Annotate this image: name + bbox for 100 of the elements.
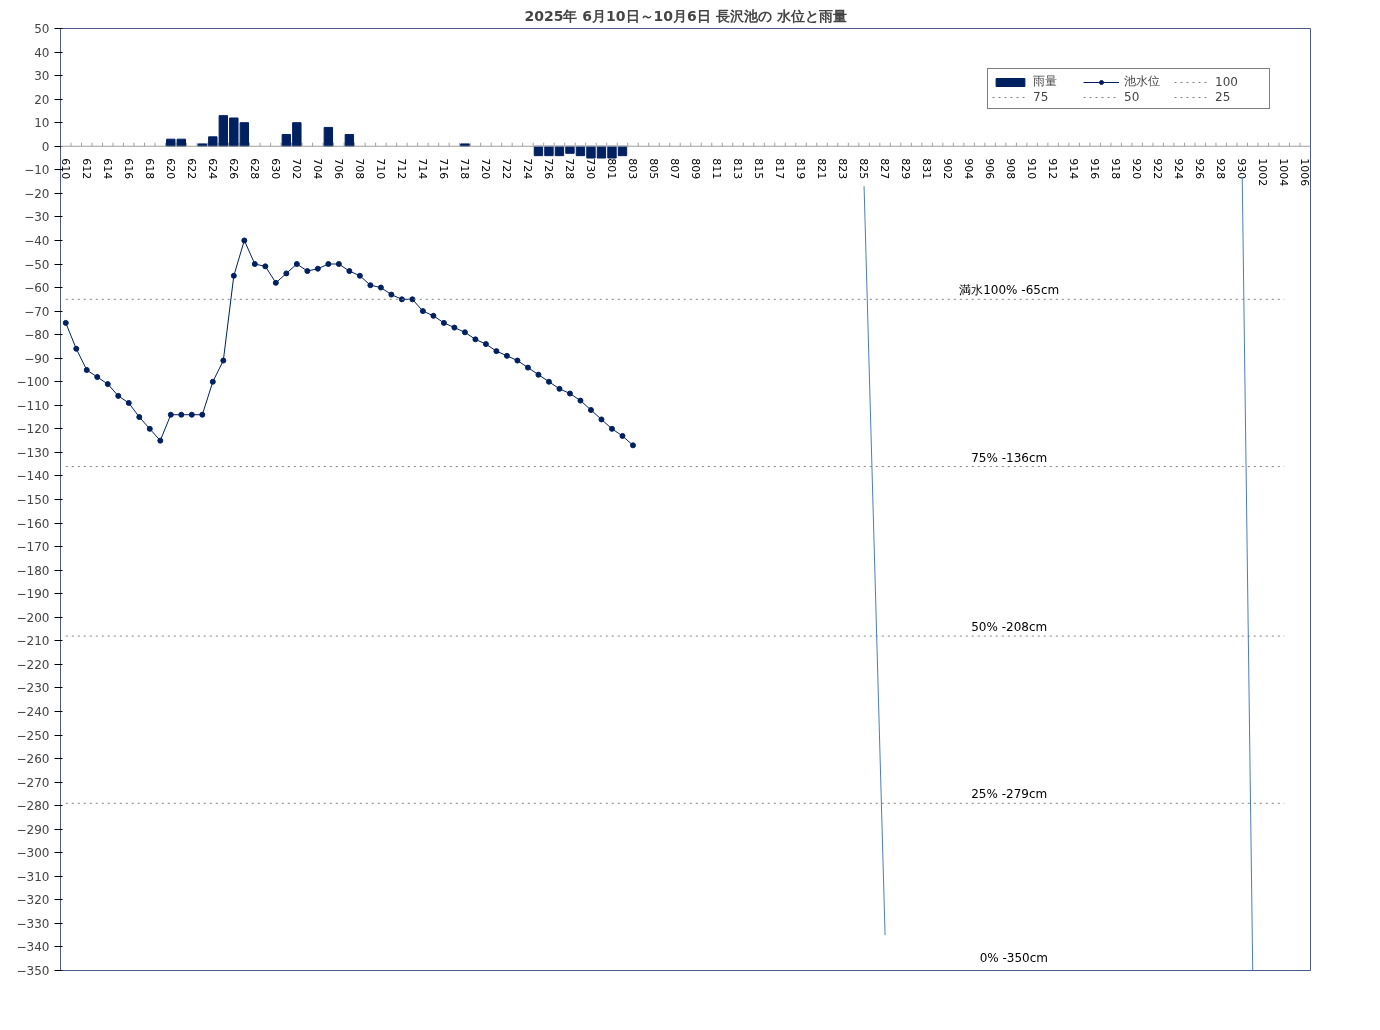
x-tick-label: 829 [899,158,913,180]
point [556,385,563,392]
point [514,357,521,364]
x-tick-label: 704 [310,158,324,180]
point [451,324,458,331]
point [125,399,132,406]
point [545,378,552,385]
point [419,308,426,315]
point [493,348,500,355]
x-tick-label: 612 [79,158,93,180]
x-tick-label: 724 [520,158,534,180]
x-tick-label: 803 [625,158,639,180]
point [335,261,342,267]
y-tick-label: −20 [24,186,50,201]
point [167,411,174,418]
y-tick-label: −270 [16,775,50,790]
x-tick-label: 809 [689,158,702,180]
point [535,371,542,378]
y-tick-label: −60 [24,281,50,296]
point [272,279,279,286]
x-tick-label: 926 [1193,158,1207,180]
x-tick-label: 726 [541,158,555,180]
point [136,414,143,421]
x-tick-label: 815 [752,158,766,180]
x-tick-label: 708 [352,158,366,180]
point [388,291,395,298]
x-tick-label: 811 [710,158,724,180]
point [199,411,206,418]
y-tick-label: −320 [16,893,50,908]
point [230,272,237,279]
point [587,407,594,414]
x-tick-label: 914 [1067,158,1081,180]
x-tick-label: 902 [941,158,955,180]
point [346,268,353,275]
legend-label: 25 [1215,90,1232,104]
point [94,374,101,381]
bar [344,133,355,147]
x-tick-label: 805 [646,158,660,180]
x-tick-label: 908 [1004,158,1018,180]
x-tick-label: 720 [478,158,492,180]
x-tick-label: 610 [58,158,72,180]
point [598,416,605,423]
x-tick-label: 801 [604,158,618,180]
x-tick-label: 716 [436,158,450,180]
x-tick-label: 817 [773,158,787,180]
point [73,345,80,352]
y-tick-label: −130 [16,445,50,460]
x-tick-label: 728 [562,158,576,180]
x-tick-label: 819 [794,158,808,180]
x-tick-label: 622 [184,158,198,180]
point [241,237,248,244]
point [482,341,489,348]
point [629,442,636,449]
y-tick-label: −100 [16,375,50,390]
point [188,411,195,418]
y-tick-label: −310 [16,869,50,884]
x-tick-label: 910 [1025,158,1039,180]
y-tick-label: −70 [24,304,50,319]
x-tick-label: 924 [1172,158,1186,180]
point [83,366,90,373]
x-tick-label: 630 [268,158,282,180]
y-tick-label: 40 [34,45,50,60]
y-tick-label: 30 [34,69,50,84]
point [356,272,363,279]
x-tick-label: 930 [1235,158,1249,180]
annotation: 75% -136cm [971,450,1048,465]
y-tick-label: −90 [24,351,50,366]
y-tick-label: −150 [16,493,50,507]
y-tick-label: −230 [16,681,50,696]
point [251,261,258,267]
bar [460,143,470,147]
x-tick-label: 712 [394,158,408,180]
y-tick-label: −30 [24,210,50,225]
x-tick-label: 807 [668,158,681,180]
annotation: 50% -208cm [971,620,1048,635]
point [262,263,269,270]
y-tick-label: −170 [16,540,50,555]
point [220,357,227,364]
x-tick-label: 626 [226,158,240,180]
y-tick-label: −140 [16,469,50,484]
point [577,397,584,404]
x-tick-label: 714 [415,158,429,180]
annotation: 満水100% -65cm [959,283,1060,298]
x-tick-label: 906 [983,158,997,180]
y-tick-label: −10 [24,163,50,178]
x-tick-label: 1002 [1256,158,1270,187]
y-tick-label: 50 [34,22,50,36]
legend-label: 50 [1124,90,1141,104]
point [619,432,626,439]
point [398,296,405,303]
point [209,378,216,385]
y-tick-label: −350 [16,964,50,978]
point [503,352,510,359]
legend-label: 100 [1215,74,1239,89]
annotation: 0% -350cm [979,950,1049,965]
x-tick-label: 821 [815,158,829,180]
annotation: 25% -279cm [971,787,1048,802]
y-tick-label: −260 [16,752,50,767]
point [178,411,185,418]
x-tick-label: 1006 [1298,158,1312,187]
